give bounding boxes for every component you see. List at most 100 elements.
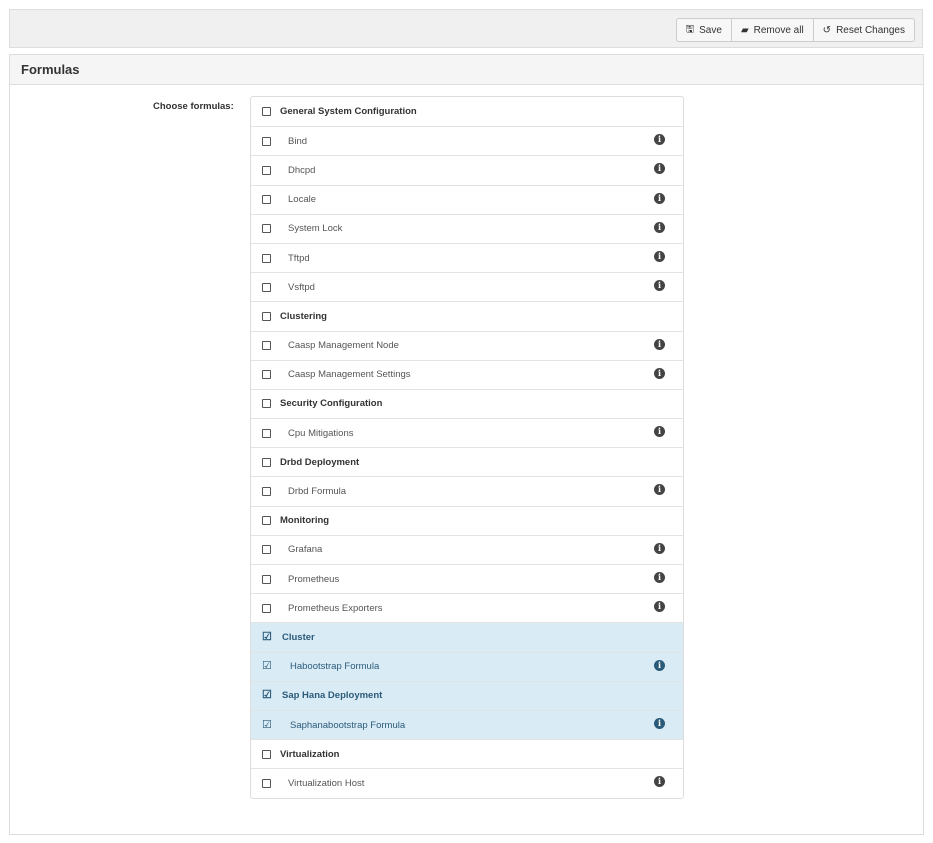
info-icon[interactable]: i	[654, 717, 665, 729]
checkbox[interactable]	[262, 107, 271, 117]
formula-row[interactable]: Prometheus Exporters i	[251, 593, 683, 622]
formula-label: Cpu Mitigations	[288, 427, 354, 439]
checkbox-checked-icon[interactable]: ☑	[262, 660, 272, 673]
formula-label: Saphanabootstrap Formula	[290, 719, 406, 731]
formula-label: System Lock	[288, 223, 343, 235]
checkbox[interactable]	[262, 516, 271, 526]
formula-row[interactable]: ☑ Saphanabootstrap Formula i	[251, 709, 683, 740]
formula-group-row[interactable]: General System Configuration	[251, 97, 683, 126]
formula-label: Clustering	[280, 310, 327, 322]
checkbox-checked-icon[interactable]: ☑	[262, 689, 272, 702]
formula-label: Cluster	[282, 631, 315, 643]
checkbox[interactable]	[262, 457, 271, 467]
formula-label: Caasp Management Node	[288, 340, 399, 352]
formula-row[interactable]: Virtualization Host i	[251, 768, 683, 797]
formula-label: Tftpd	[288, 252, 310, 264]
formula-row[interactable]: Dhcpd i	[251, 155, 683, 184]
formula-label: Security Configuration	[280, 398, 383, 410]
info-icon[interactable]: i	[654, 163, 665, 175]
formula-label: Caasp Management Settings	[288, 369, 411, 381]
formula-label: Habootstrap Formula	[290, 661, 380, 673]
formula-row[interactable]: Caasp Management Settings i	[251, 359, 683, 389]
checkbox[interactable]	[262, 195, 271, 205]
info-icon[interactable]: i	[654, 192, 665, 204]
formula-label: Virtualization Host	[288, 777, 365, 789]
formula-list: General System Configuration Bind i Dhcpd i L…	[250, 96, 684, 799]
formula-label: Locale	[288, 194, 316, 206]
formula-group-row[interactable]: Virtualization	[251, 739, 683, 768]
formula-row[interactable]: Drbd Formula i	[251, 476, 683, 505]
formula-label: Dhcpd	[288, 164, 316, 176]
formula-row[interactable]: ☑ Habootstrap Formula i	[251, 651, 683, 681]
formula-row[interactable]: Cpu Mitigations i	[251, 418, 683, 447]
info-icon[interactable]: i	[654, 367, 665, 379]
checkbox[interactable]	[262, 136, 271, 146]
formula-label: Bind	[288, 135, 308, 147]
formula-group-row[interactable]: ☑ Sap Hana Deployment	[251, 680, 683, 710]
checkbox[interactable]	[262, 749, 271, 759]
info-icon[interactable]: i	[654, 572, 665, 583]
formula-label: Vsftpd	[288, 281, 315, 293]
info-icon[interactable]: i	[654, 280, 665, 292]
formula-row[interactable]: Locale i	[251, 184, 683, 214]
formula-row[interactable]: Prometheus i	[251, 564, 683, 593]
info-icon[interactable]: i	[654, 542, 665, 554]
toolbar: 🖫 Save ▰ Remove all ↺ Reset Changes	[9, 9, 923, 48]
info-icon[interactable]: i	[654, 601, 665, 613]
checkbox[interactable]	[262, 399, 271, 409]
formula-group-row[interactable]: Security Configuration	[251, 388, 683, 418]
info-icon[interactable]: i	[654, 776, 665, 788]
formula-label: Sap Hana Deployment	[282, 690, 383, 702]
formula-row[interactable]: Caasp Management Node i	[251, 330, 683, 360]
info-icon[interactable]: i	[654, 134, 665, 146]
formula-group-row[interactable]: ☑ Cluster	[251, 622, 683, 652]
checkbox[interactable]	[262, 428, 271, 438]
floppy-icon: 🖫	[685, 23, 695, 35]
formula-group-row[interactable]: Clustering	[251, 301, 683, 330]
checkbox[interactable]	[262, 311, 271, 321]
remove-all-button[interactable]: ▰ Remove all	[730, 18, 814, 42]
info-icon[interactable]: i	[654, 338, 665, 350]
checkbox[interactable]	[262, 341, 271, 351]
formula-label: Prometheus Exporters	[288, 602, 383, 614]
reset-changes-button[interactable]: ↺ Reset Changes	[812, 18, 915, 42]
formula-label: Monitoring	[280, 515, 330, 527]
checkbox[interactable]	[262, 165, 271, 175]
checkbox[interactable]	[262, 603, 271, 613]
info-icon[interactable]: i	[654, 484, 665, 496]
checkbox[interactable]	[262, 370, 271, 380]
info-icon[interactable]: i	[654, 659, 665, 671]
save-button[interactable]: 🖫 Save	[675, 18, 732, 42]
formula-label: Virtualization	[280, 748, 340, 760]
formula-group-row[interactable]: Drbd Deployment	[251, 447, 683, 476]
formula-label: Grafana	[288, 544, 323, 556]
formula-label: Drbd Formula	[288, 486, 347, 498]
formula-row[interactable]: Tftpd i	[251, 242, 683, 272]
checkbox-checked-icon[interactable]: ☑	[262, 718, 272, 731]
formula-row[interactable]: Grafana i	[251, 534, 683, 564]
checkbox[interactable]	[262, 778, 271, 788]
info-icon[interactable]: i	[654, 426, 665, 438]
formula-row[interactable]: Bind i	[251, 126, 683, 155]
checkbox[interactable]	[262, 574, 271, 584]
checkbox[interactable]	[262, 282, 271, 292]
panel-title: Formulas	[10, 55, 923, 85]
formula-label: General System Configuration	[280, 106, 417, 118]
formula-row[interactable]: System Lock i	[251, 213, 683, 243]
formula-label: Drbd Deployment	[280, 456, 360, 468]
info-icon[interactable]: i	[654, 221, 665, 233]
choose-formulas-label: Choose formulas:	[153, 101, 234, 112]
formula-row[interactable]: Vsftpd i	[251, 272, 683, 301]
checkbox-checked-icon[interactable]: ☑	[262, 630, 272, 643]
info-icon[interactable]: i	[654, 250, 665, 262]
formulas-panel: Formulas Choose formulas: General System…	[9, 54, 924, 835]
checkbox[interactable]	[262, 545, 271, 555]
checkbox[interactable]	[262, 224, 271, 234]
button-group: 🖫 Save ▰ Remove all ↺ Reset Changes	[675, 18, 915, 42]
undo-icon: ↺	[822, 24, 832, 36]
checkbox[interactable]	[262, 487, 271, 497]
formula-group-row[interactable]: Monitoring	[251, 505, 683, 535]
eraser-icon: ▰	[740, 24, 749, 36]
checkbox[interactable]	[262, 253, 271, 263]
formula-label: Prometheus	[288, 573, 340, 585]
